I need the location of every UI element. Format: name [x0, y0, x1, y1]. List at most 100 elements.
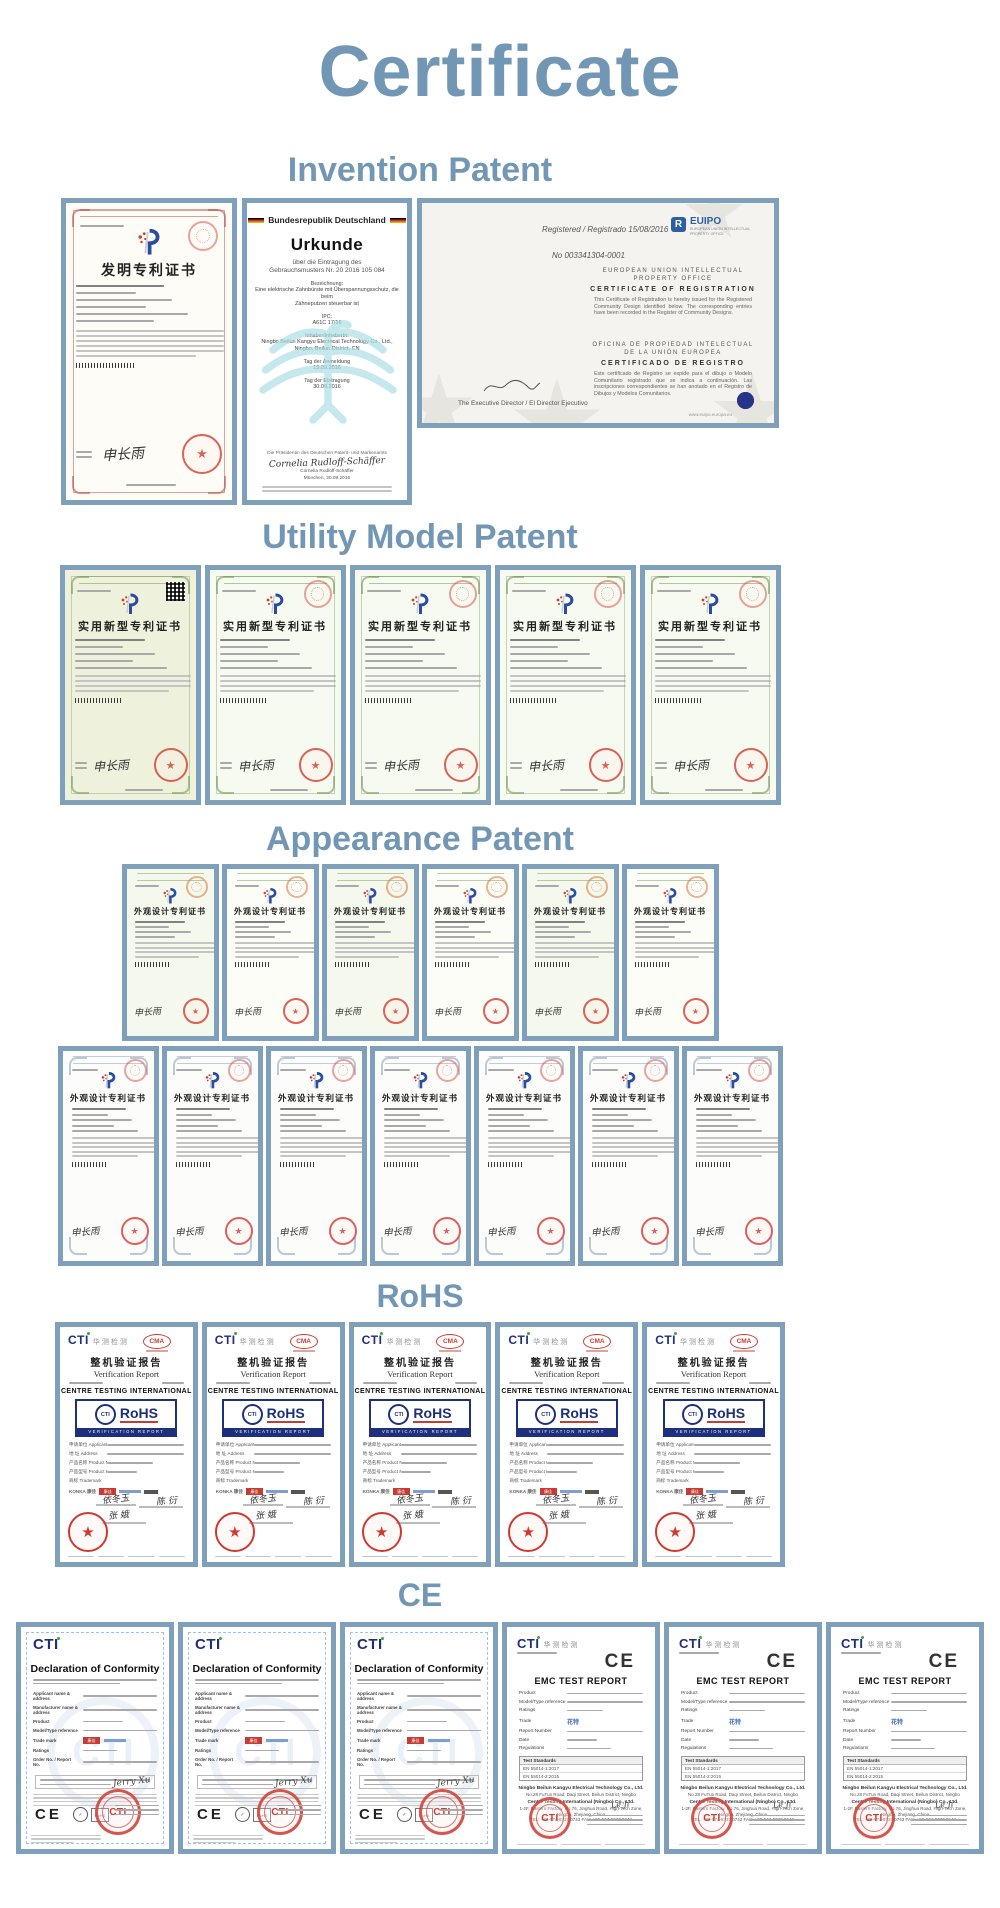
rohs-verification-report[interactable]: CTI 华测检测 CMA 整机验证报告 Verification Report …: [495, 1322, 639, 1567]
ce-emc-test-report[interactable]: CTI 华测检测 CE EMC TEST REPORT Product Mode…: [664, 1622, 822, 1854]
date-lines: [277, 1802, 321, 1815]
ce-declaration-of-conformity[interactable]: CTI CTI Declaration of Conformity Applic…: [16, 1622, 174, 1854]
signature-row: 申长雨 ★: [590, 1217, 669, 1245]
appearance-patent-certificate[interactable]: 外观设计专利证书 申长雨 ★: [321, 864, 419, 1041]
signature-3: 张 娥: [254, 1510, 277, 1522]
field-value: Eine elektrische Zahnbürste mit Überspan…: [255, 287, 399, 307]
signature-row: 申长雨 ★: [333, 998, 409, 1024]
red-star-seal: ★: [655, 1512, 696, 1552]
ornament-band: [592, 1056, 664, 1064]
barcode: [695, 1162, 732, 1167]
invention-patent-certificate-euipo[interactable]: Registered / Registrado 15/08/2016 No 00…: [417, 198, 779, 428]
ce-emc-test-report[interactable]: CTI 华测检测 CE EMC TEST REPORT Product Mode…: [502, 1622, 660, 1854]
section-header-rohs: RoHS: [376, 1278, 464, 1314]
signature-zone: 依冬玉 陈 衍 张 娥 ★: [655, 1492, 772, 1552]
invention-patent-certificate-de[interactable]: Bundesrepublik Deutschland Urkunde über …: [242, 198, 412, 505]
report-meta-lines: [647, 1379, 780, 1384]
commissioner-signature: 申长雨: [633, 1006, 661, 1019]
ce-declaration-of-conformity[interactable]: CTI CTI Declaration of Conformity Applic…: [178, 1622, 336, 1854]
eu-flag-emblem-icon: [737, 392, 754, 409]
signature-row: 申长雨 ★: [76, 434, 224, 474]
certificate-body-paragraph: [427, 942, 514, 958]
utility-patent-certificate[interactable]: 实用新型专利证书 申长雨: [349, 565, 491, 805]
certificate-paper: 实用新型专利证书 申长雨: [644, 570, 776, 800]
rohs-verification-report[interactable]: CTI 华测检测 CMA 整机验证报告 Verification Report …: [348, 1322, 492, 1567]
rohs-verification-report[interactable]: CTI 华测检测 CMA 整机验证报告 Verification Report …: [55, 1322, 198, 1567]
certificate-title: 外观设计专利证书: [534, 907, 606, 916]
page-footer-line: [414, 789, 453, 791]
certificate-field-lines: [227, 921, 314, 938]
report-title-cn: 整机验证报告: [530, 1358, 603, 1369]
sipo-p-logo-icon: [266, 593, 284, 614]
red-ring-seal-icon: [539, 1059, 563, 1082]
certificate-number-line: [234, 885, 259, 887]
utility-patent-certificate[interactable]: 实用新型专利证书 申长雨: [639, 565, 781, 805]
certificate-paper: Registered / Registrado 15/08/2016 No 00…: [422, 203, 774, 423]
report-header: CTI 华测检测 CMA: [60, 1327, 193, 1352]
red-star-seal: ★: [361, 1512, 402, 1552]
page-footer-line: [704, 789, 743, 791]
orange-ring-seal-icon: [285, 876, 308, 898]
section-header-utility-model-patent: Utility Model Patent: [262, 518, 578, 556]
certificate-title: 实用新型专利证书: [368, 621, 472, 633]
dark-brand-logo: [584, 1489, 599, 1494]
barcode: [76, 363, 134, 368]
green-ornament-band: [513, 576, 617, 584]
appearance-patent-certificate[interactable]: 外观设计专利证书 申长雨: [681, 1046, 783, 1266]
utility-patent-certificate[interactable]: 实用新型专利证书 申长雨: [204, 565, 346, 805]
bundesadler-watermark-icon: [259, 320, 397, 424]
appearance-patent-certificate[interactable]: 外观设计专利证书 申长雨: [473, 1046, 575, 1266]
national-emblem-seal: ★: [282, 998, 309, 1024]
appearance-patent-certificate[interactable]: 外观设计专利证书 申长雨: [265, 1046, 367, 1266]
certificate-body-paragraph: [66, 330, 232, 357]
utility-patent-certificate[interactable]: 实用新型专利证书 申长雨: [59, 565, 201, 805]
rohs-verification-report[interactable]: CTI 华测检测 CMA 整机验证报告 Verification Report …: [642, 1322, 785, 1567]
centre-testing-label: CENTRE TESTING INTERNATIONAL: [354, 1388, 486, 1395]
certificate-field-lines: [355, 639, 486, 669]
konka-logo: KONKA 康佳: [362, 1488, 390, 1494]
fine-print-lines: [357, 1791, 481, 1807]
appearance-patent-certificate[interactable]: 外观设计专利证书 申长雨: [577, 1046, 679, 1266]
certificate-body-paragraph: [327, 942, 414, 958]
commissioner-signature: 申长雨: [382, 757, 419, 774]
certificate-paper: 外观设计专利证书 申长雨 ★: [126, 869, 214, 1036]
appearance-patent-certificate[interactable]: 外观设计专利证书 申长雨 ★: [221, 864, 319, 1041]
emc-report-title: EMC TEST REPORT: [858, 1676, 952, 1686]
appearance-patent-certificate[interactable]: 外观设计专利证书 申长雨 ★: [421, 864, 519, 1041]
red-brand-logo: 康佳: [99, 1488, 117, 1495]
report-title-en: Verification Report: [387, 1369, 453, 1379]
date-lines: [115, 1802, 159, 1815]
utility-patent-certificate[interactable]: 实用新型专利证书 申长雨: [494, 565, 636, 805]
red-ring-seal-icon: [738, 580, 767, 608]
appearance-patent-certificate[interactable]: 外观设计专利证书 申长雨 ★: [121, 864, 219, 1041]
red-ring-seal-icon: [593, 580, 622, 608]
rohs-verification-report[interactable]: CTI 华测检测 CMA 整机验证报告 Verification Report …: [201, 1322, 345, 1567]
sipo-p-logo-icon: [163, 887, 177, 904]
office-name-en: EUROPEAN UNION INTELLECTUAL PROPERTY OFF…: [602, 268, 744, 282]
euipo-logo: R EUIPO EUROPEAN UNION INTELLECTUAL PROP…: [671, 217, 760, 236]
certification-circle-icon: ✓: [235, 1807, 250, 1822]
appearance-patent-certificate[interactable]: 外观设计专利证书 申长雨: [57, 1046, 159, 1266]
ce-emc-test-report[interactable]: CTI 华测检测 CE EMC TEST REPORT Product Mode…: [826, 1622, 984, 1854]
certificate-body-paragraph: [687, 1137, 778, 1157]
sipo-p-logo-icon: [517, 1072, 531, 1089]
appearance-patent-certificate[interactable]: 外观设计专利证书 申长雨 ★: [621, 864, 719, 1041]
ornament-band: [696, 1056, 768, 1064]
invention-patent-certificate-cn[interactable]: 发明专利证书: [61, 198, 237, 505]
signature-row: 申长雨 ★: [694, 1217, 773, 1245]
intro-lines: [33, 1677, 157, 1685]
appearance-patent-certificate[interactable]: 外观设计专利证书 申长雨: [161, 1046, 263, 1266]
fine-print-lines: [655, 1555, 772, 1557]
appearance-patent-certificate[interactable]: 外观设计专利证书 申长雨 ★: [521, 864, 619, 1041]
certificate-title: 实用新型专利证书: [513, 621, 617, 633]
footer-lines: [193, 1833, 263, 1843]
appearance-patent-certificate[interactable]: 外观设计专利证书 申长雨: [369, 1046, 471, 1266]
sipo-p-logo-icon: [411, 593, 429, 614]
ornament-band: [536, 873, 604, 881]
certification-circle-icon: ✓: [73, 1807, 88, 1822]
ce-declaration-of-conformity[interactable]: CTI CTI Declaration of Conformity Applic…: [340, 1622, 498, 1854]
barcode: [279, 1162, 316, 1167]
rohs-report-row: CTI 华测检测 CMA 整机验证报告 Verification Report …: [55, 1322, 785, 1567]
cma-logo: CMA: [583, 1334, 612, 1352]
trademark-logos-row: KONKA 康佳 康佳: [500, 1488, 633, 1495]
